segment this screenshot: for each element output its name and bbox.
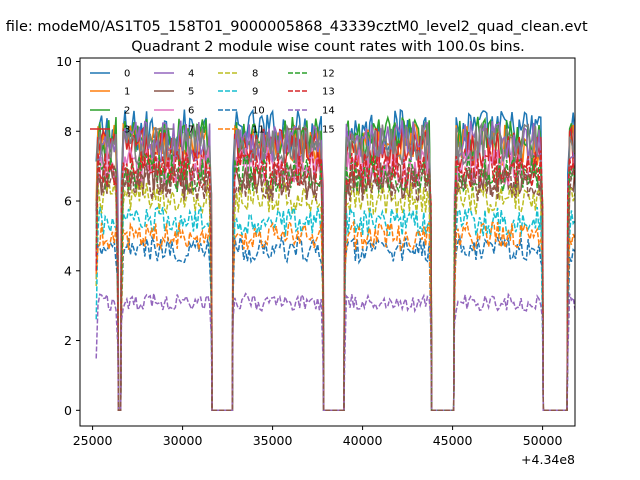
legend-label-13: 13 bbox=[322, 87, 335, 98]
legend-label-14: 14 bbox=[322, 106, 335, 117]
x-tick-label: 25000 bbox=[73, 433, 113, 448]
legend-label-3: 3 bbox=[124, 125, 130, 136]
legend-label-4: 4 bbox=[188, 69, 194, 80]
series-line-2 bbox=[95, 114, 575, 412]
legend-label-12: 12 bbox=[322, 69, 335, 80]
y-axis: 0 2 4 6 8 10 bbox=[56, 54, 80, 418]
series-line-9 bbox=[95, 205, 575, 412]
legend-label-11: 11 bbox=[252, 125, 265, 136]
series-line-8 bbox=[95, 179, 575, 412]
series-line-15 bbox=[95, 164, 575, 412]
x-tick-label: 40000 bbox=[343, 433, 383, 448]
y-tick-label: 10 bbox=[56, 54, 72, 69]
legend-label-7: 7 bbox=[188, 125, 194, 136]
x-tick-label: 35000 bbox=[253, 433, 293, 448]
y-tick-label: 6 bbox=[64, 194, 72, 209]
y-tick-label: 2 bbox=[64, 333, 72, 348]
legend-label-1: 1 bbox=[124, 87, 130, 98]
series-line-7 bbox=[95, 122, 575, 412]
x-tick-label: 45000 bbox=[433, 433, 473, 448]
x-axis: 25000 30000 35000 40000 45000 50000 bbox=[73, 426, 563, 448]
axes-spines bbox=[79, 57, 576, 427]
legend-label-0: 0 bbox=[124, 69, 130, 80]
legend-label-15: 15 bbox=[322, 125, 335, 136]
legend-label-6: 6 bbox=[188, 106, 194, 117]
legend-label-8: 8 bbox=[252, 69, 258, 80]
y-tick-label: 0 bbox=[64, 403, 72, 418]
legend-label-10: 10 bbox=[252, 106, 265, 117]
legend-label-5: 5 bbox=[188, 87, 194, 98]
x-tick-label: 50000 bbox=[523, 433, 563, 448]
y-tick-label: 4 bbox=[64, 263, 72, 278]
x-offset-label: +4.34e8 bbox=[521, 452, 575, 467]
chart-title: Quadrant 2 module wise count rates with … bbox=[131, 39, 525, 55]
series-line-11 bbox=[95, 219, 575, 412]
legend-label-9: 9 bbox=[252, 87, 258, 98]
figure-suptitle: n file: modeM0/AS1T05_158T01_9000005868_… bbox=[0, 19, 588, 35]
legend-label-2: 2 bbox=[124, 106, 130, 117]
series-line-14 bbox=[95, 292, 575, 412]
x-tick-label: 30000 bbox=[163, 433, 203, 448]
y-tick-label: 8 bbox=[64, 124, 72, 139]
series-line-10 bbox=[95, 234, 575, 412]
series-line-13 bbox=[95, 149, 575, 412]
series-layer bbox=[95, 108, 575, 412]
